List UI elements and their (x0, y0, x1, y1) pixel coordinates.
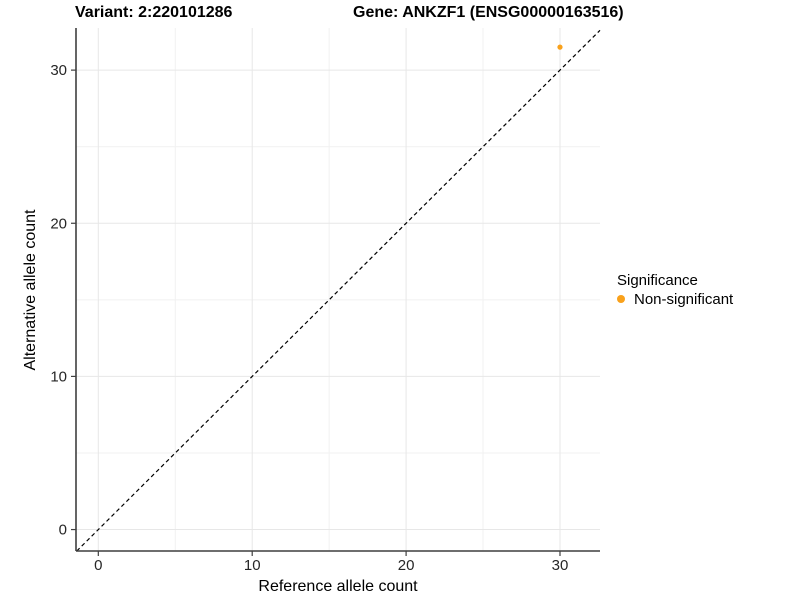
x-tick-label: 20 (398, 557, 415, 574)
x-tick-label: 30 (552, 557, 569, 574)
legend-item-label: Non-significant (634, 290, 734, 308)
legend: Significance Non-significant (617, 272, 733, 308)
gene-title: Gene: ANKZF1 (ENSG00000163516) (353, 4, 624, 21)
legend-point-icon (617, 295, 625, 303)
data-point (557, 44, 563, 50)
variant-title: Variant: 2:220101286 (75, 4, 233, 21)
x-tick-label: 10 (244, 557, 261, 574)
y-tick-label: 10 (50, 368, 67, 385)
y-tick-label: 20 (50, 215, 67, 232)
y-tick-label: 30 (50, 62, 67, 79)
legend-item: Non-significant (617, 290, 733, 308)
y-axis-title: Alternative allele count (22, 209, 39, 371)
identity-dashed-line (76, 29, 601, 552)
y-tick-label: 0 (59, 522, 67, 539)
legend-title: Significance (617, 272, 698, 289)
x-tick-label: 0 (94, 557, 102, 574)
x-axis-title: Reference allele count (258, 578, 418, 595)
